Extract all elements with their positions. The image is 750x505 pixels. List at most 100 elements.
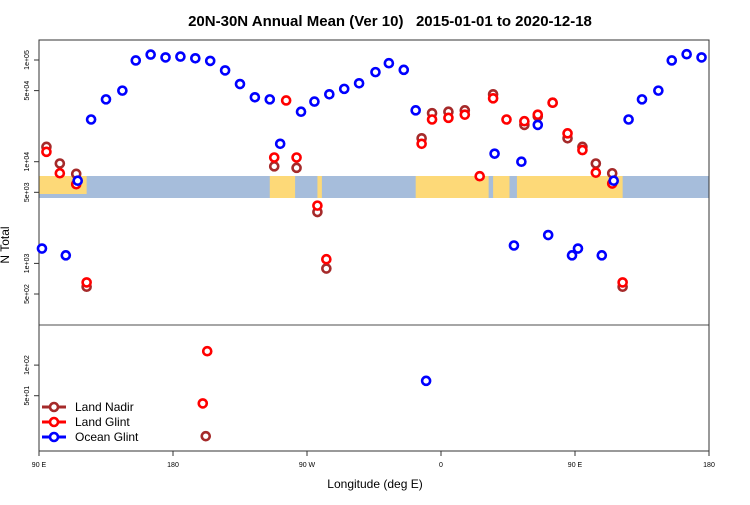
- map-band: [39, 176, 709, 198]
- data-point: [264, 94, 276, 105]
- data-point: [321, 263, 332, 274]
- data-point: [36, 243, 48, 254]
- data-point: [519, 115, 530, 127]
- data-point: [268, 161, 280, 172]
- data-point: [501, 114, 512, 125]
- x-tick-label: 180: [703, 462, 715, 469]
- map-land: [493, 176, 510, 198]
- data-point: [474, 170, 486, 182]
- data-point: [54, 167, 66, 179]
- y-tick-label: 1e+04: [24, 152, 31, 172]
- legend-item: Land Nadir: [42, 400, 134, 414]
- legend-item: Ocean Glint: [42, 430, 139, 444]
- legend-marker: [48, 416, 60, 428]
- data-point: [85, 114, 97, 125]
- data-point: [398, 64, 410, 76]
- x-axis-label: Longitude (deg E): [327, 477, 422, 491]
- data-point: [219, 65, 231, 76]
- map-land: [516, 176, 623, 198]
- data-point: [532, 109, 544, 120]
- map-land: [415, 176, 489, 198]
- data-point: [566, 250, 578, 261]
- data-point: [268, 152, 280, 163]
- data-point: [617, 277, 628, 288]
- data-point: [145, 49, 156, 60]
- legend-label: Land Nadir: [75, 400, 134, 414]
- data-point: [309, 96, 320, 107]
- data-point: [312, 200, 323, 211]
- data-point: [201, 345, 213, 357]
- data-point: [508, 240, 520, 251]
- plot-frame: [38, 39, 710, 452]
- data-point: [60, 250, 72, 261]
- data-point: [410, 105, 421, 116]
- data-point: [295, 106, 307, 118]
- data-point: [420, 375, 432, 387]
- x-tick-label: 180: [167, 462, 179, 469]
- data-point: [353, 78, 365, 89]
- data-point: [653, 85, 664, 96]
- y-axis-label: N Total: [0, 226, 12, 263]
- data-point: [532, 119, 544, 131]
- data-point: [590, 167, 602, 178]
- x-axis: 90 E 180 90 W 0 90 E 180: [32, 451, 715, 469]
- data-point: [562, 128, 573, 139]
- data-point: [190, 52, 201, 64]
- data-point: [487, 93, 499, 104]
- y-tick-label: 5e+02: [24, 284, 31, 304]
- y-axis: 1e+05 5e+04 1e+04 5e+03 1e+03 5e+02 1e+02 5e+01: [24, 50, 39, 406]
- map-land: [317, 176, 322, 198]
- data-point: [596, 250, 608, 261]
- data-point: [274, 138, 286, 150]
- data-point: [623, 114, 634, 125]
- y-tick-label: 5e+03: [24, 182, 31, 202]
- series-land-glint: [41, 93, 628, 409]
- data-point: [426, 114, 438, 125]
- data-point: [590, 158, 602, 169]
- y-tick-label: 1e+05: [24, 50, 31, 70]
- map-land: [269, 176, 296, 198]
- data-point: [291, 152, 302, 163]
- data-point: [175, 51, 186, 62]
- data-point: [489, 148, 500, 159]
- data-points: [36, 48, 707, 442]
- series-land-nadir: [41, 88, 628, 442]
- data-point: [204, 55, 216, 67]
- data-point: [291, 162, 302, 174]
- chart-title: 20N-30N Annual Mean (Ver 10) 2015-01-01 …: [188, 13, 592, 30]
- data-point: [197, 398, 209, 409]
- data-point: [681, 48, 692, 60]
- x-tick-label: 90 E: [568, 462, 583, 469]
- x-tick-label: 90 E: [32, 462, 47, 469]
- data-point: [608, 175, 620, 187]
- data-point: [416, 138, 427, 150]
- data-point: [234, 78, 246, 90]
- data-point: [666, 55, 678, 66]
- y-tick-label: 5e+01: [24, 386, 31, 406]
- data-point: [577, 144, 588, 156]
- y-tick-label: 5e+04: [24, 81, 31, 101]
- data-point: [160, 52, 171, 63]
- data-point: [200, 430, 212, 442]
- data-point: [321, 253, 332, 265]
- data-point: [100, 94, 112, 105]
- data-point: [547, 97, 558, 109]
- series-ocean-glint: [36, 48, 707, 387]
- y-tick-label: 1e+03: [24, 253, 31, 273]
- data-point: [280, 95, 292, 106]
- y-tick-label: 1e+02: [24, 355, 31, 375]
- legend-label: Land Glint: [75, 415, 130, 429]
- data-point: [41, 146, 52, 158]
- data-point: [249, 91, 261, 103]
- data-point: [516, 156, 527, 167]
- data-point: [542, 229, 554, 241]
- data-point: [443, 112, 454, 124]
- data-point: [459, 109, 471, 120]
- data-point: [117, 85, 128, 96]
- data-point: [696, 52, 707, 63]
- data-point: [572, 243, 584, 254]
- data-point: [324, 88, 335, 100]
- data-point: [130, 55, 142, 66]
- data-point: [72, 175, 84, 187]
